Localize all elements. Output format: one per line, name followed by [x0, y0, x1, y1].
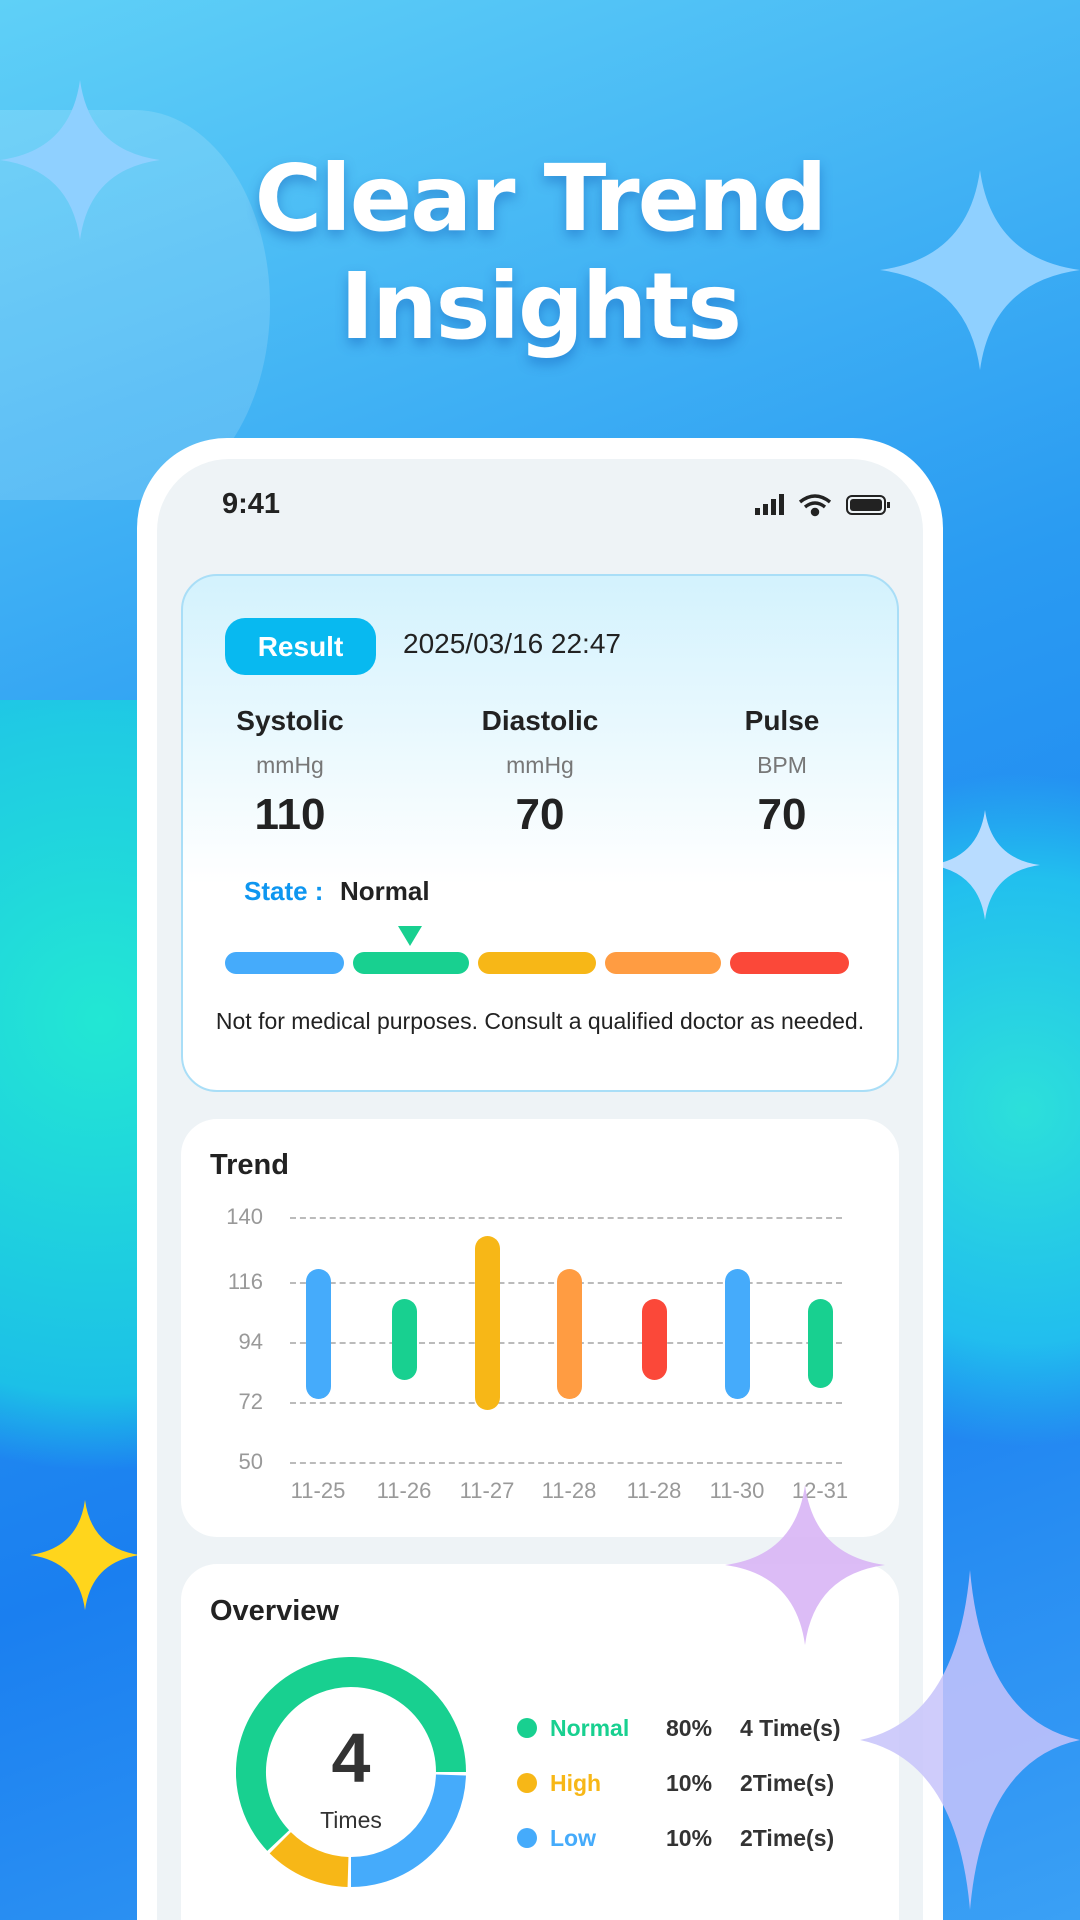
legend-label: Normal — [550, 1715, 630, 1741]
y-tick-label: 72 — [238, 1389, 263, 1415]
headline-line: Insights — [339, 253, 742, 360]
x-tick-label: 11-26 — [376, 1478, 432, 1503]
headline-line: Clear Trend — [254, 145, 828, 252]
trend-title: Trend — [210, 1149, 289, 1181]
sparkle-star-icon — [725, 1485, 885, 1645]
legend-dot — [517, 1718, 537, 1738]
headline: Clear Trend Insights — [0, 145, 1080, 361]
overview-title: Overview — [210, 1595, 339, 1627]
pulse-value: 70 — [757, 790, 807, 839]
donut-slice — [350, 1774, 466, 1887]
range-bar — [306, 1268, 331, 1400]
legend-percent: 80% — [666, 1715, 713, 1741]
x-tick-label: 11-30 — [709, 1478, 765, 1503]
range-bar — [808, 1298, 833, 1389]
trend-card — [181, 1119, 899, 1537]
wifi-icon — [798, 494, 832, 517]
range-bar — [557, 1268, 582, 1400]
x-tick-label: 12-31 — [791, 1478, 849, 1503]
legend-dot — [517, 1828, 537, 1848]
gridline — [290, 1462, 842, 1464]
pulse-label: Pulse — [744, 705, 820, 736]
scale-segment — [225, 952, 344, 974]
status-icons — [755, 494, 890, 517]
y-tick-label: 94 — [238, 1329, 263, 1355]
sparkle-star-icon — [880, 170, 1080, 370]
x-tick-label: 11-25 — [290, 1478, 346, 1503]
legend-percent: 10% — [666, 1825, 713, 1851]
battery-icon — [846, 495, 890, 515]
legend-count: 4 Time(s) — [740, 1715, 841, 1741]
scale-segment — [730, 952, 849, 974]
donut-slice — [236, 1657, 466, 1851]
legend-count: 2Time(s) — [740, 1825, 835, 1851]
state-value: Normal — [340, 876, 430, 906]
y-tick-label: 50 — [238, 1449, 263, 1474]
legend-count: 2Time(s) — [740, 1770, 835, 1796]
overview-donut — [236, 1657, 466, 1887]
range-bar — [392, 1298, 417, 1381]
signal-icon — [755, 494, 784, 515]
y-tick-label: 116 — [227, 1269, 263, 1295]
sparkle-star-icon — [0, 80, 160, 240]
legend-dot — [517, 1773, 537, 1793]
diastolic-unit: mmHg — [506, 752, 574, 778]
scale-segment — [605, 952, 721, 974]
legend-percent: 10% — [666, 1770, 713, 1796]
sparkle-star-icon — [30, 1500, 140, 1610]
sparkle-star-icon — [860, 1570, 1080, 1910]
pulse-unit: BPM — [757, 752, 807, 778]
x-tick-label: 11-28 — [626, 1478, 682, 1503]
diastolic-label: Diastolic — [481, 705, 599, 736]
overview-total-label: Times — [320, 1807, 382, 1833]
status-time: 9:41 — [222, 488, 281, 520]
legend-label: High — [550, 1770, 602, 1796]
state-label: State : — [244, 876, 324, 906]
overview-total: 4 — [331, 1719, 371, 1797]
donut-slice — [269, 1831, 349, 1887]
y-tick-label: 140 — [226, 1204, 263, 1229]
systolic-value: 110 — [254, 790, 326, 839]
range-bar — [475, 1236, 500, 1411]
systolic-label: Systolic — [236, 705, 344, 736]
gridline — [290, 1217, 842, 1219]
scale-segment — [478, 952, 596, 974]
measurement-datetime: 2025/03/16 22:47 — [403, 628, 621, 659]
x-tick-label: 11-27 — [459, 1478, 515, 1503]
systolic-unit: mmHg — [256, 752, 324, 778]
range-bar — [642, 1298, 667, 1381]
range-bar — [725, 1268, 750, 1400]
scale-segment — [353, 952, 469, 974]
diastolic-value: 70 — [515, 790, 565, 839]
x-tick-label: 11-28 — [541, 1478, 597, 1503]
disclaimer: Not for medical purposes. Consult a qual… — [215, 1008, 865, 1034]
gridline — [290, 1402, 842, 1405]
result-badge: Result — [225, 618, 376, 675]
state-marker-icon — [398, 926, 422, 946]
sparkle-star-icon — [930, 810, 1040, 920]
legend-label: Low — [550, 1825, 596, 1851]
